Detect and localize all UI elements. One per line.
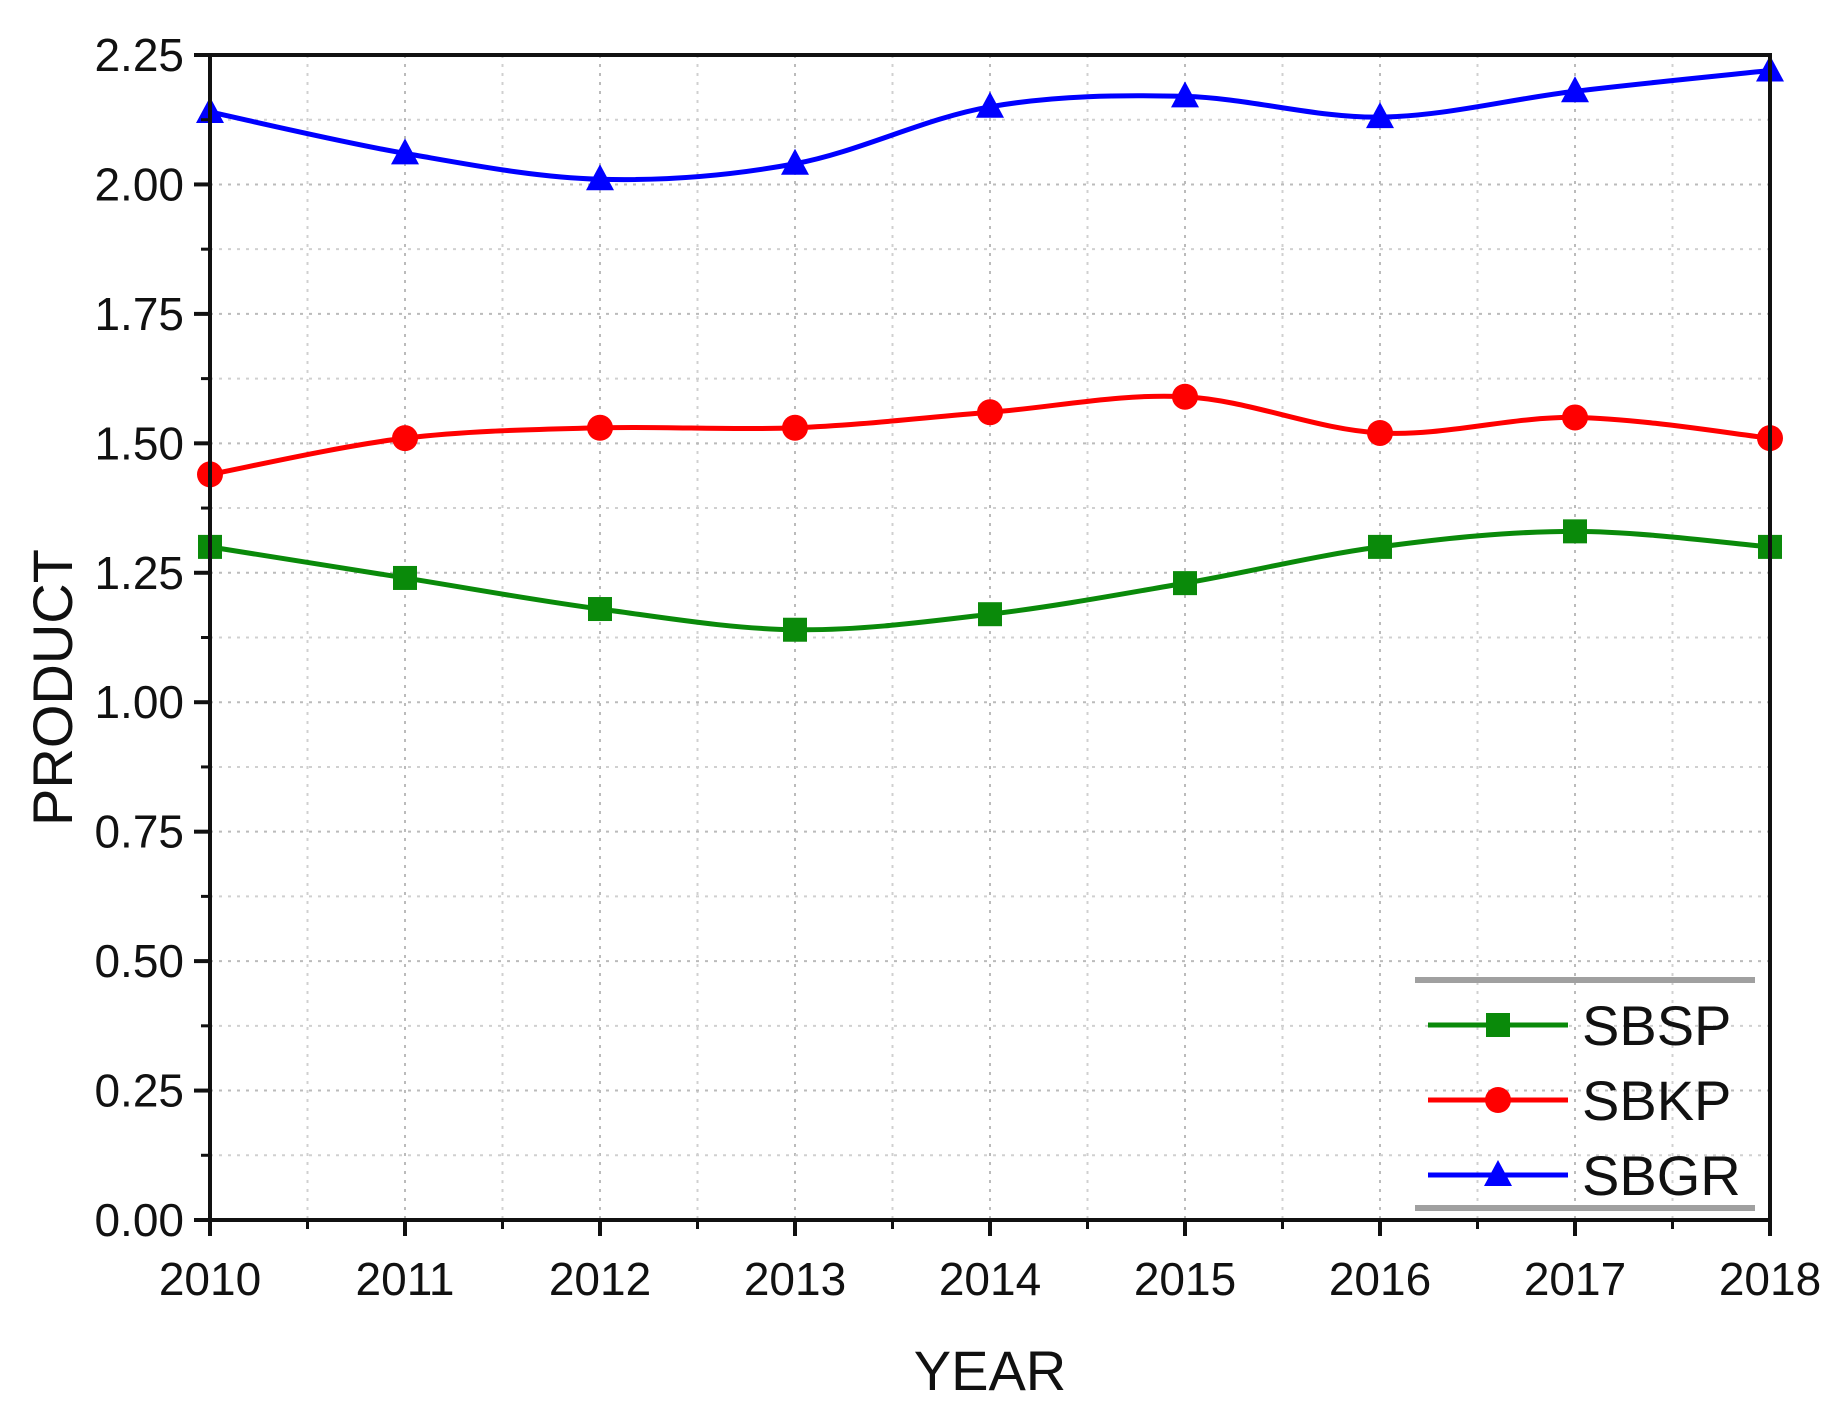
legend-item-sbsp: SBSP [1428,994,1731,1057]
data-point-sbkp [1562,404,1588,431]
data-point-sbsp [588,597,612,622]
legend-swatch-marker [1486,1013,1510,1037]
y-tick-label: 0.00 [94,1194,184,1246]
series-layer [196,55,1784,642]
x-tick-label: 2011 [356,1253,455,1305]
x-tick-label: 2016 [1329,1253,1431,1305]
data-point-sbsp [393,565,417,590]
legend-label: SBSP [1582,994,1731,1057]
data-point-sbgr [586,164,614,191]
series-sbsp [198,519,1782,642]
legend-swatch-marker [1484,1160,1512,1186]
tick-labels: 2010 2011 2012 2013 2014 2015 2016 2017 2018 0.00… [94,29,1821,1305]
y-tick-label: 2.25 [94,29,184,81]
y-tick-label: 1.25 [94,547,184,599]
data-point-sbkp [782,414,808,441]
x-tick-label: 2014 [939,1253,1041,1305]
y-axis-title: PRODUCT [21,549,84,826]
y-tick-label: 0.75 [94,806,184,858]
x-tick-label: 2013 [744,1253,846,1305]
y-tick-label: 1.00 [94,676,184,728]
legend-swatch-marker [1485,1087,1511,1113]
data-point-sbgr [1366,102,1394,129]
data-point-sbkp [977,399,1003,426]
legend-item-sbgr: SBGR [1428,1144,1741,1207]
legend-label: SBKP [1582,1069,1731,1132]
legend-item-sbkp: SBKP [1428,1069,1731,1132]
x-tick-label: 2010 [159,1253,261,1305]
data-point-sbgr [781,148,809,175]
legend-label: SBGR [1582,1144,1741,1207]
y-tick-label: 2.00 [94,158,184,210]
y-tick-label: 0.25 [94,1065,184,1117]
x-axis-title: YEAR [914,1339,1067,1402]
data-point-sbkp [587,414,613,441]
data-point-sbgr [1171,81,1199,108]
data-point-sbgr [976,91,1004,118]
y-tick-label: 0.50 [94,935,184,987]
y-tick-label: 1.50 [94,417,184,469]
data-point-sbsp [1173,571,1197,596]
data-point-sbsp [1563,519,1587,544]
x-tick-label: 2015 [1134,1253,1236,1305]
x-tick-label: 2018 [1719,1253,1821,1305]
data-point-sbgr [1561,76,1589,103]
axis-ticks [194,53,1772,1236]
x-tick-label: 2017 [1524,1253,1626,1305]
data-point-sbkp [1367,419,1393,446]
y-tick-label: 1.75 [94,288,184,340]
series-sbkp [197,383,1783,488]
grid [209,54,1771,1221]
data-point-sbsp [1368,534,1392,559]
x-tick-label: 2012 [549,1253,651,1305]
data-point-sbgr [391,138,419,165]
legend: SBSP SBKP SBGR [1415,977,1755,1211]
data-point-sbkp [392,425,418,452]
data-point-sbsp [978,602,1002,627]
data-point-sbsp [783,617,807,642]
series-sbgr [196,55,1784,191]
data-point-sbkp [1172,383,1198,410]
